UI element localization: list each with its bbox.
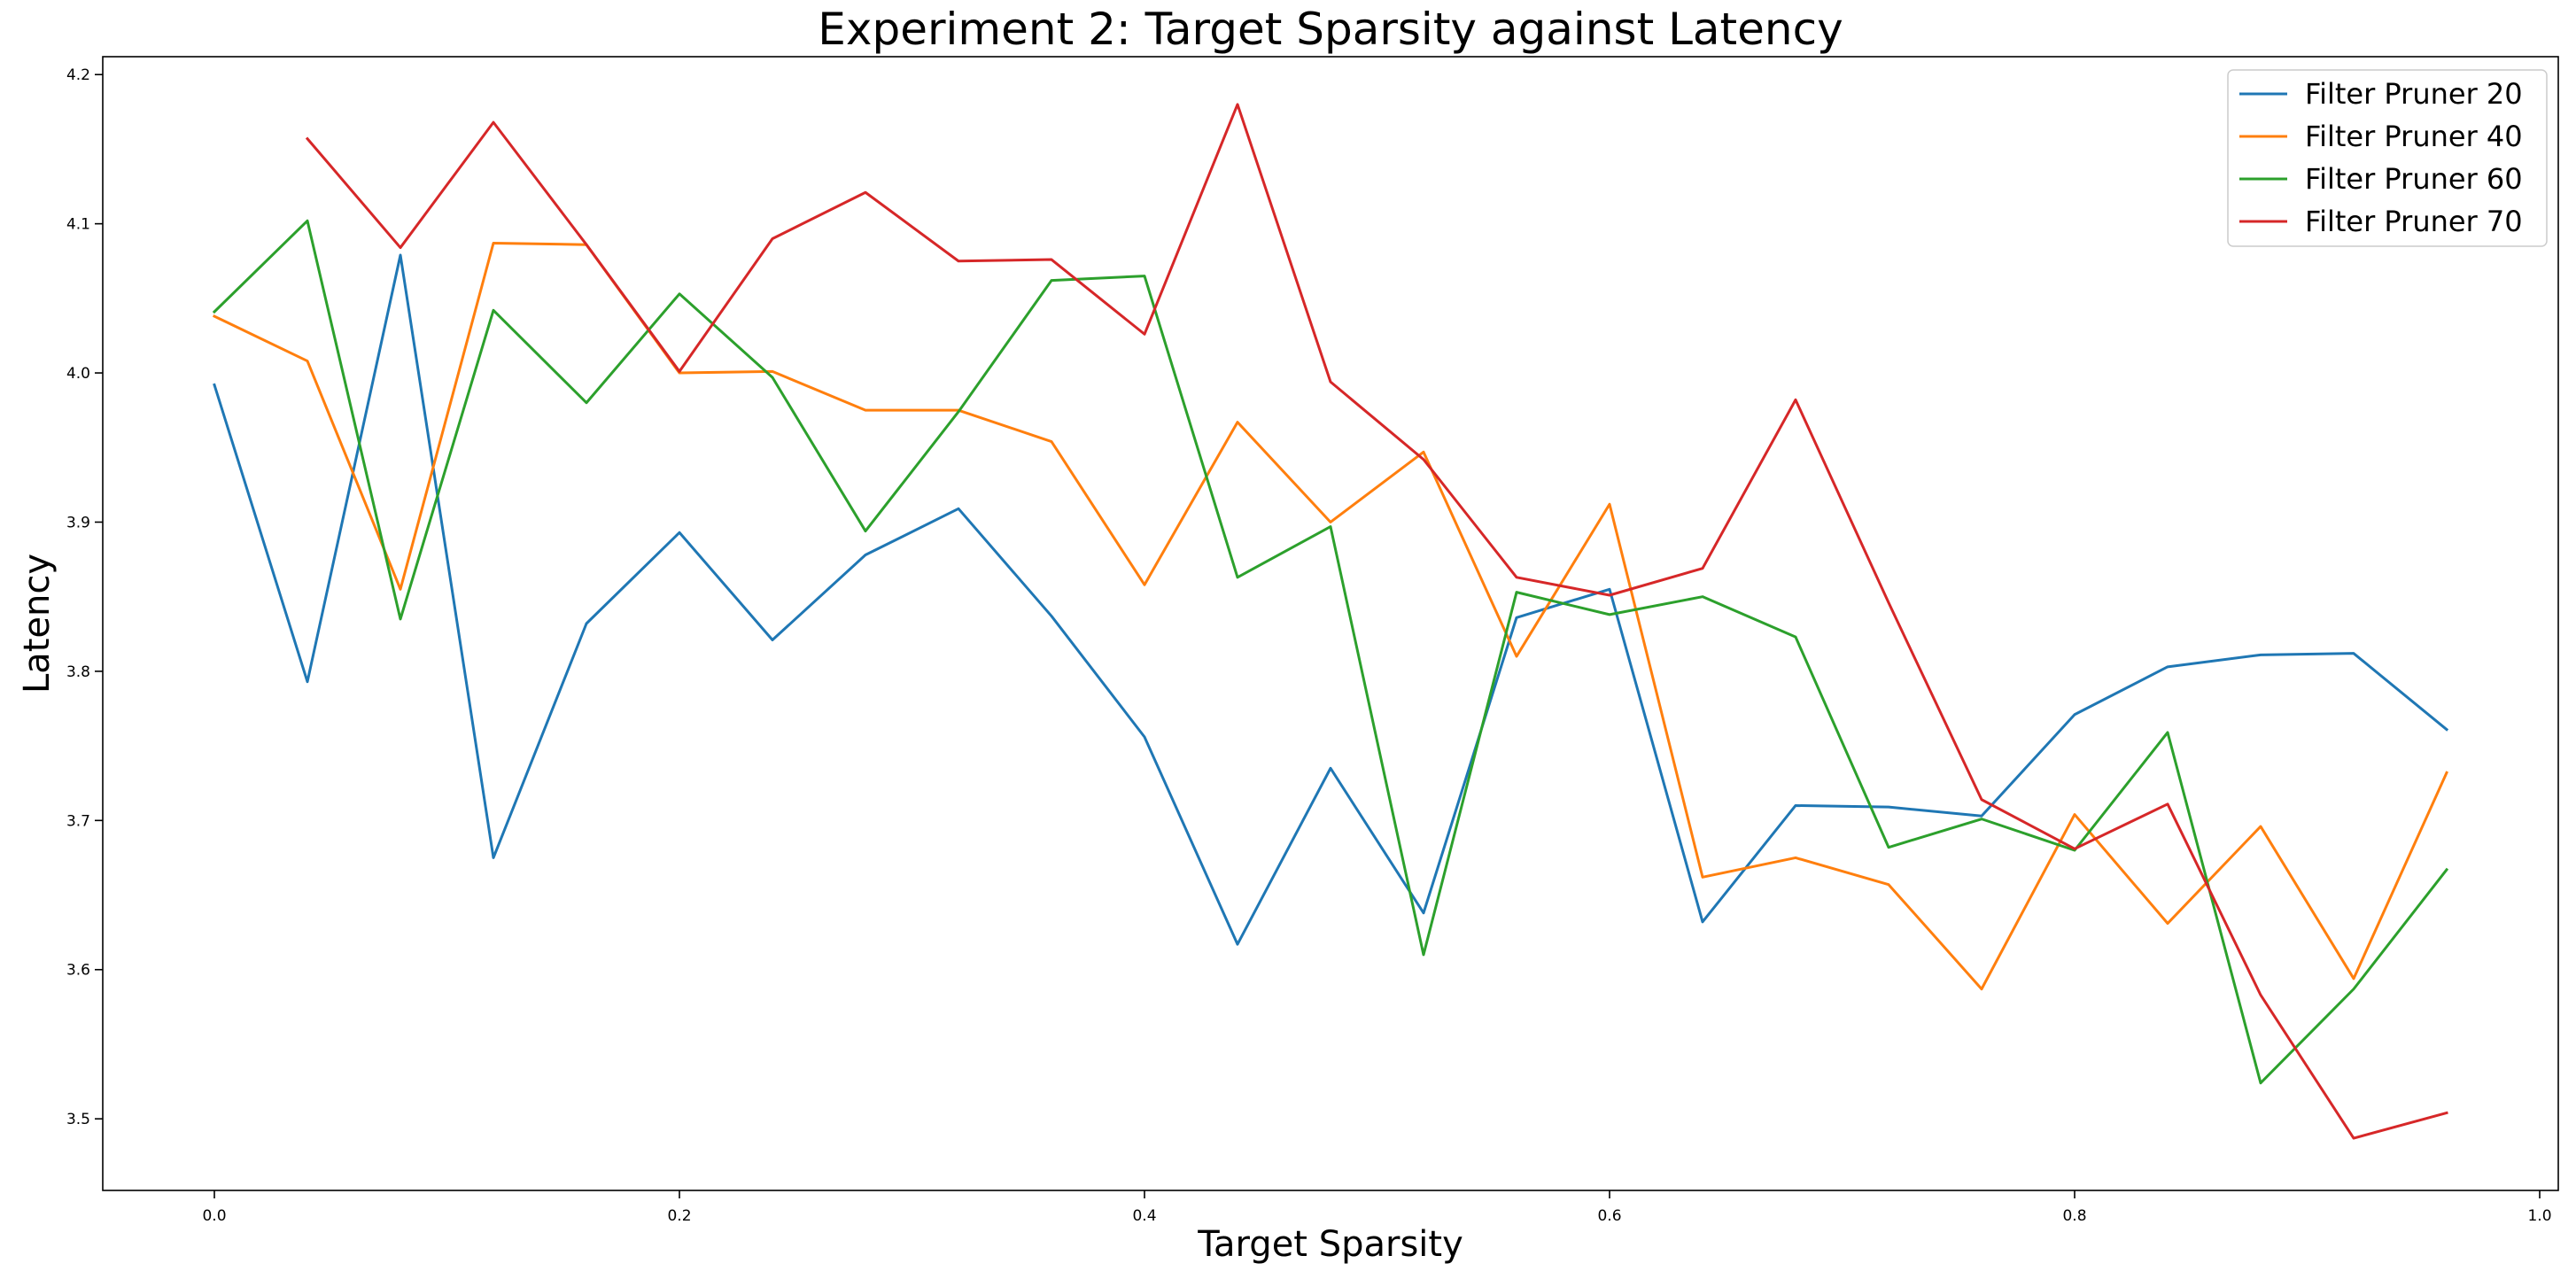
x-tick-label: 0.2 xyxy=(667,1207,691,1225)
y-tick-label: 4.2 xyxy=(66,66,90,84)
x-tick-label: 1.0 xyxy=(2527,1207,2551,1225)
x-tick-label: 0.4 xyxy=(1132,1207,1156,1225)
y-tick-label: 3.6 xyxy=(66,962,90,980)
series-line-0 xyxy=(213,253,2449,946)
legend-frame xyxy=(2227,69,2548,247)
y-axis: 3.5 3.6 3.7 3.8 3.9 4.0 4.1 4.2 xyxy=(66,66,103,1128)
series-line-2 xyxy=(212,219,2449,1085)
x-axis: 0.0 0.2 0.4 0.6 0.8 1.0 xyxy=(202,1190,2552,1225)
legend-entry: Filter Pruner 60 xyxy=(2305,162,2523,196)
x-tick-label: 0.0 xyxy=(202,1207,226,1225)
y-tick-label: 4.0 xyxy=(66,365,90,383)
chart-title: Experiment 2: Target Sparsity against La… xyxy=(818,4,1843,55)
legend: Filter Pruner 20 Filter Pruner 40 Filter P… xyxy=(2227,69,2548,247)
series-line-1 xyxy=(212,242,2448,991)
axes-frame xyxy=(102,56,2559,1191)
y-tick-label: 3.7 xyxy=(66,812,90,830)
legend-entry: Filter Pruner 20 xyxy=(2305,77,2523,111)
y-tick-label: 3.8 xyxy=(66,663,90,681)
y-axis-label: Latency xyxy=(17,554,58,694)
x-tick-label: 0.8 xyxy=(2062,1207,2086,1225)
y-tick-label: 4.1 xyxy=(66,216,90,234)
x-tick-label: 0.6 xyxy=(1597,1207,1621,1225)
legend-entry: Filter Pruner 40 xyxy=(2305,120,2523,153)
y-tick-label: 3.9 xyxy=(66,514,90,531)
x-axis-label: Target Sparsity xyxy=(1197,1224,1463,1265)
series-line-3 xyxy=(305,103,2448,1140)
plot-area xyxy=(212,103,2449,1140)
legend-entry: Filter Pruner 70 xyxy=(2305,205,2523,238)
y-tick-label: 3.5 xyxy=(66,1111,90,1128)
